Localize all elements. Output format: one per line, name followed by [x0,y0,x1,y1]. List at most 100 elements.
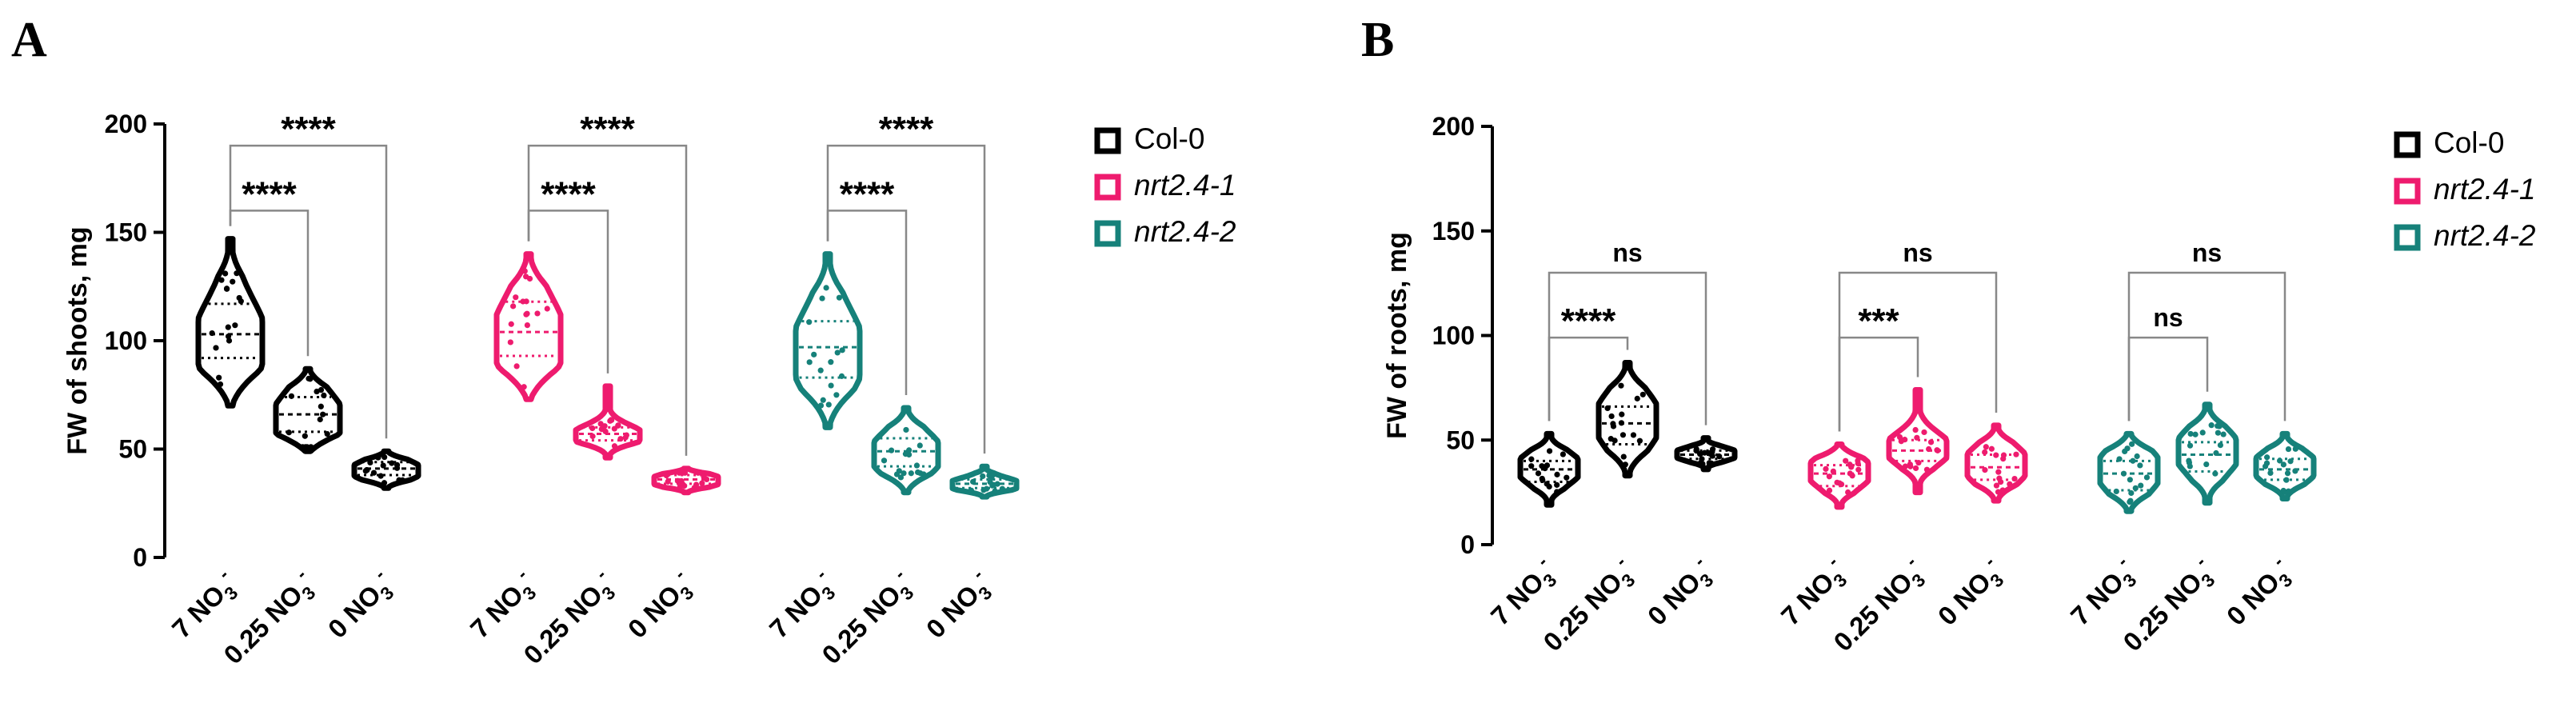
data-point [589,425,596,432]
data-point [521,268,528,274]
data-point [1995,489,2002,495]
data-point [819,295,825,302]
significance-bracket [2127,271,2286,421]
data-point [678,477,685,484]
data-point [1554,471,1560,477]
significance-label: **** [840,174,895,214]
data-point [1716,453,1723,460]
data-point [1988,445,1995,452]
data-point [834,350,841,356]
data-point [2217,442,2223,449]
data-point [523,298,529,305]
data-point [1845,489,1851,496]
significance-label: ns [2192,238,2222,267]
violin-shape [195,236,266,409]
data-point [524,322,530,329]
significance-bracket [1838,271,1998,432]
data-point [1902,463,1909,469]
data-point [2203,461,2210,468]
data-point [701,473,707,480]
data-point [2127,477,2133,483]
y-tick-label: 100 [105,326,147,355]
data-point [367,459,373,465]
data-point [2292,468,2298,474]
data-point [1830,468,1836,474]
legend-label-nrt1: nrt2.4-1 [2434,173,2536,206]
data-point [917,442,923,449]
data-point [1982,449,1988,456]
data-point [828,382,834,389]
data-point [2287,458,2294,465]
y-axis-title: FW of roots, mg [1382,232,1412,439]
legend-swatch-nrt1 [2394,178,2421,205]
data-point [225,324,231,330]
data-point [224,286,230,292]
data-point [1608,436,1614,442]
data-point [1699,461,1706,467]
data-point [2213,449,2219,457]
data-point [209,330,215,337]
data-point [990,481,996,488]
violin-group-nrt1: ********7 NO3-0.25 NO3-0 NO3- [465,110,721,669]
data-point [903,426,909,433]
data-point [817,367,824,373]
legend-a: Col-0 nrt2.4-1 nrt2.4-2 [1094,122,1236,248]
data-point [1912,465,1919,472]
data-point [836,294,843,301]
data-point [1544,462,1551,469]
data-point [611,443,618,449]
category-label: 0.25 NO3- [1534,552,1643,661]
data-point [321,392,327,399]
data-point [1707,449,1713,457]
data-point [1838,481,1845,488]
data-point [2292,445,2298,452]
data-point [222,270,229,277]
data-point [2130,457,2136,464]
data-point [2132,485,2139,491]
data-point [370,469,377,476]
data-point [299,444,306,450]
data-point [2011,475,2018,482]
data-point [2267,469,2274,477]
data-point [1826,473,1832,480]
data-point [286,429,292,436]
data-point [823,285,829,291]
data-point [306,375,312,381]
category-label: 0 NO3- [2218,552,2301,635]
data-point [526,275,533,282]
significance-label: **** [242,174,297,214]
data-point [896,468,902,474]
data-point [320,411,326,417]
significance-bracket [229,144,388,439]
data-point [1996,475,2003,481]
significance-label: ns [2153,303,2183,332]
data-point [2285,445,2292,453]
data-point [983,485,990,492]
data-point [2128,489,2135,497]
category-label: 0 NO3- [619,565,702,648]
legend-label-col0: Col-0 [1134,122,1204,155]
data-point [1923,466,1931,473]
data-point [230,278,236,285]
data-point [806,319,813,326]
legend-swatch-col0 [2394,131,2421,158]
data-point [218,277,225,283]
data-point [968,487,974,493]
y-tick-label: 200 [1432,112,1475,141]
significance-label: ns [1612,238,1642,267]
data-point [2013,451,2019,457]
data-point [1604,405,1611,412]
data-point [1564,474,1570,481]
data-point [508,321,514,327]
data-point [992,488,998,494]
legend-swatch-nrt2 [2394,224,2421,251]
data-point [216,374,222,381]
data-point [232,322,238,329]
data-point [2220,431,2227,437]
category-label: 0 NO3- [319,565,402,648]
data-point [318,403,324,409]
data-point [1706,460,1712,466]
data-point [225,333,232,340]
data-point [1630,432,1637,438]
data-point [2215,429,2222,436]
